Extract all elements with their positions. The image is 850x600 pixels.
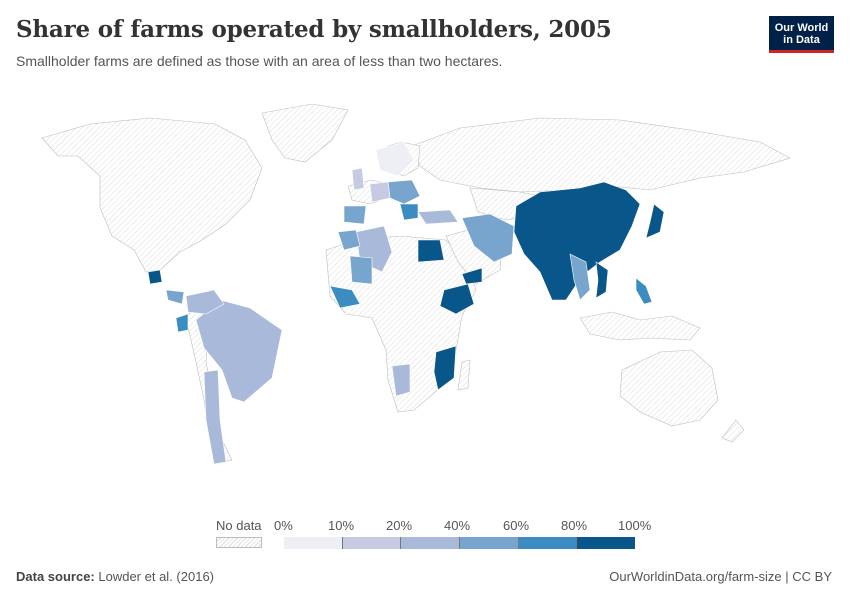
legend-bin-10-20[interactable] [342,537,402,549]
region-mozambique[interactable] [433,345,457,391]
region-central-america[interactable] [165,289,185,305]
region-egypt[interactable] [417,239,445,263]
region-west-africa[interactable] [329,285,361,309]
data-source: Data source: Lowder et al. (2016) [16,569,214,584]
region-venezuela[interactable] [185,289,225,315]
legend-tick-10: 10% [328,518,355,533]
region-uk[interactable] [351,167,365,191]
chart-title: Share of farms operated by smallholders,… [16,16,612,43]
region-argentina[interactable] [203,369,227,465]
owid-url-license[interactable]: OurWorldinData.org/farm-size | CC BY [609,569,832,584]
legend-bin-0-10[interactable] [284,537,343,549]
legend-bin-80-100[interactable] [577,537,636,549]
region-iberia[interactable] [343,205,367,225]
logo-line-2: in Data [783,34,820,46]
legend-tick-100: 100% [618,518,652,533]
legend-tick-40: 40% [444,518,471,533]
region-mali[interactable] [349,255,373,285]
legend-tick-0: 0% [274,518,293,533]
region-eastern-europe[interactable] [387,179,421,205]
region-morocco[interactable] [337,229,361,251]
region-ecuador[interactable] [175,313,189,333]
region-north-america[interactable] [41,117,263,273]
data-source-link[interactable]: Lowder et al. (2016) [98,569,214,584]
region-nordics-light[interactable] [375,141,415,177]
legend-tick-80: 80% [561,518,588,533]
region-indonesia[interactable] [579,311,701,341]
legend-no-data-swatch [216,537,262,548]
region-china-india[interactable] [513,181,641,301]
region-central-europe[interactable] [369,181,391,203]
data-source-label: Data source: [16,569,95,584]
region-yemen[interactable] [461,267,483,285]
owid-logo[interactable]: Our World in Data [769,16,834,53]
legend-no-data-label: No data [216,518,262,533]
chart-subtitle: Smallholder farms are defined as those w… [16,53,503,69]
region-japan[interactable] [645,203,665,239]
logo-line-1: Our World [774,22,829,34]
region-philippines[interactable] [635,277,653,305]
legend-tick-60: 60% [503,518,530,533]
region-guatemala[interactable] [147,269,163,285]
region-namibia[interactable] [391,363,411,397]
region-iran[interactable] [461,213,515,263]
region-ethiopia[interactable] [439,283,475,315]
legend-bin-40-60[interactable] [460,537,519,549]
region-vietnam[interactable] [595,261,609,299]
legend-bin-20-40[interactable] [401,537,461,549]
legend-bin-60-80[interactable] [518,537,578,549]
legend-tick-20: 20% [386,518,413,533]
region-myanmar[interactable] [569,253,591,301]
region-brazil[interactable] [195,299,283,403]
region-turkey[interactable] [417,209,459,225]
region-new-zealand[interactable] [721,419,745,443]
region-greenland[interactable] [261,103,349,163]
region-balkans[interactable] [399,203,419,221]
region-russia[interactable] [411,117,791,193]
legend-color-bins [284,537,636,549]
region-madagascar[interactable] [457,359,471,391]
world-map [41,103,791,465]
region-australia[interactable] [619,349,719,427]
color-legend: No data 0% 10% 20% 40% 60% 80% 100% [210,518,652,558]
